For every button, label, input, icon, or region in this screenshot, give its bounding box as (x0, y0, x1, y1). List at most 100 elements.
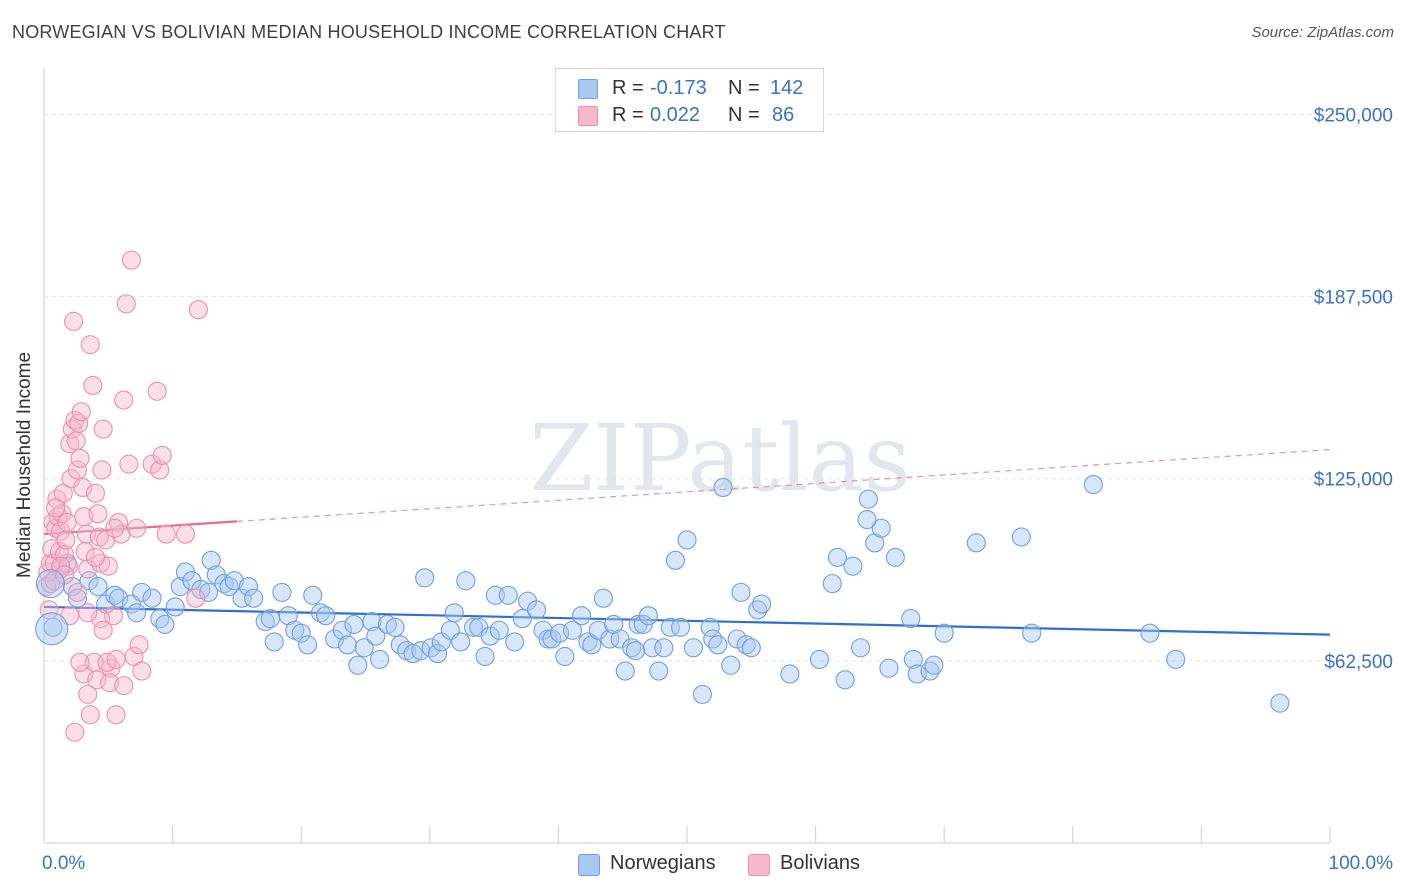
data-point (665, 550, 685, 570)
data-point (316, 606, 336, 626)
data-point (671, 617, 691, 637)
data-point (642, 638, 662, 658)
data-point (593, 588, 613, 608)
legend-r-label: R = (612, 104, 644, 126)
data-point (106, 649, 126, 669)
data-point (121, 250, 141, 270)
data-point (80, 705, 100, 725)
data-point (857, 509, 877, 530)
x-tick-label-min: 0.0% (42, 853, 85, 874)
data-point (366, 626, 386, 646)
data-point (62, 576, 82, 597)
data-point (415, 568, 435, 588)
data-point (67, 588, 87, 608)
data-point (152, 445, 172, 465)
legend-r-value: -0.173 (650, 77, 707, 99)
y-tick-label: $250,000 (1314, 105, 1393, 126)
data-point (626, 641, 646, 661)
data-point (92, 460, 112, 480)
data-point (272, 582, 292, 602)
data-point (219, 576, 239, 597)
legend-swatch-norwegians (578, 79, 598, 99)
data-point (238, 576, 259, 597)
data-point (377, 614, 397, 634)
data-point (703, 629, 723, 649)
data-point (700, 617, 720, 637)
legend-n-label: N = (728, 104, 760, 126)
data-point (85, 483, 105, 503)
data-point (451, 632, 471, 652)
data-point (93, 419, 113, 439)
data-point (127, 603, 147, 623)
axes (43, 68, 1331, 844)
data-point (660, 617, 680, 637)
data-point (83, 375, 103, 396)
data-point (633, 614, 653, 634)
data-point (354, 638, 374, 658)
legend-swatch-bolivians (748, 854, 770, 876)
data-point (65, 722, 85, 742)
data-point (562, 620, 583, 640)
data-point (191, 579, 211, 600)
data-point (88, 576, 108, 597)
data-point (512, 609, 532, 629)
data-point (303, 585, 323, 605)
data-point (835, 670, 855, 690)
data-point (1011, 527, 1031, 547)
data-point (456, 571, 476, 591)
data-point (119, 454, 139, 474)
legend-swatch-norwegians (578, 854, 600, 876)
tick-labels: $62,500 $125,000 $187,500 $250,000 0.0% 100.0… (42, 105, 1393, 874)
y-axis-label: Median Household Income (14, 351, 35, 578)
data-point (885, 547, 905, 567)
data-point (165, 597, 185, 617)
data-point (170, 576, 190, 597)
data-point (649, 661, 669, 681)
data-point (741, 638, 761, 658)
data-point (1140, 623, 1160, 643)
series-legend: Norwegians Bolivians (0, 851, 1406, 879)
legend-label-bolivians: Bolivians (780, 852, 861, 874)
data-point (1083, 474, 1103, 495)
data-point (46, 498, 66, 518)
data-point (370, 649, 390, 669)
data-point (924, 655, 944, 675)
data-point (114, 676, 134, 696)
data-point (106, 705, 126, 725)
data-point (78, 603, 98, 623)
data-point (78, 684, 98, 704)
data-point (67, 582, 87, 602)
data-point (683, 638, 703, 658)
chart-title: NORWEGIAN VS BOLIVIAN MEDIAN HOUSEHOLD I… (12, 22, 726, 42)
data-point (463, 617, 484, 637)
data-point (224, 571, 244, 591)
data-point (37, 576, 57, 597)
y-tick-label: $187,500 (1314, 288, 1393, 309)
data-point (70, 448, 90, 468)
data-point (244, 588, 264, 608)
data-point (403, 644, 423, 664)
data-point (91, 553, 111, 573)
data-point (708, 635, 728, 655)
data-point (255, 611, 275, 632)
data-point (427, 644, 448, 664)
data-point (93, 620, 113, 640)
data-point (871, 518, 891, 538)
data-point (66, 431, 86, 451)
data-point (822, 574, 842, 594)
data-point (692, 684, 712, 704)
data-point (444, 603, 464, 623)
legend-r-label: R = (612, 77, 644, 99)
data-point (752, 594, 772, 614)
y-tick-label: $62,500 (1324, 652, 1393, 673)
data-point (129, 635, 149, 655)
data-point (736, 635, 756, 655)
data-point (175, 524, 196, 544)
data-point (67, 460, 87, 480)
data-point (188, 300, 208, 320)
data-point (385, 617, 405, 637)
data-point (147, 381, 167, 401)
data-point (851, 638, 871, 658)
legend-n-label: N = (728, 77, 760, 99)
data-point (116, 294, 136, 314)
